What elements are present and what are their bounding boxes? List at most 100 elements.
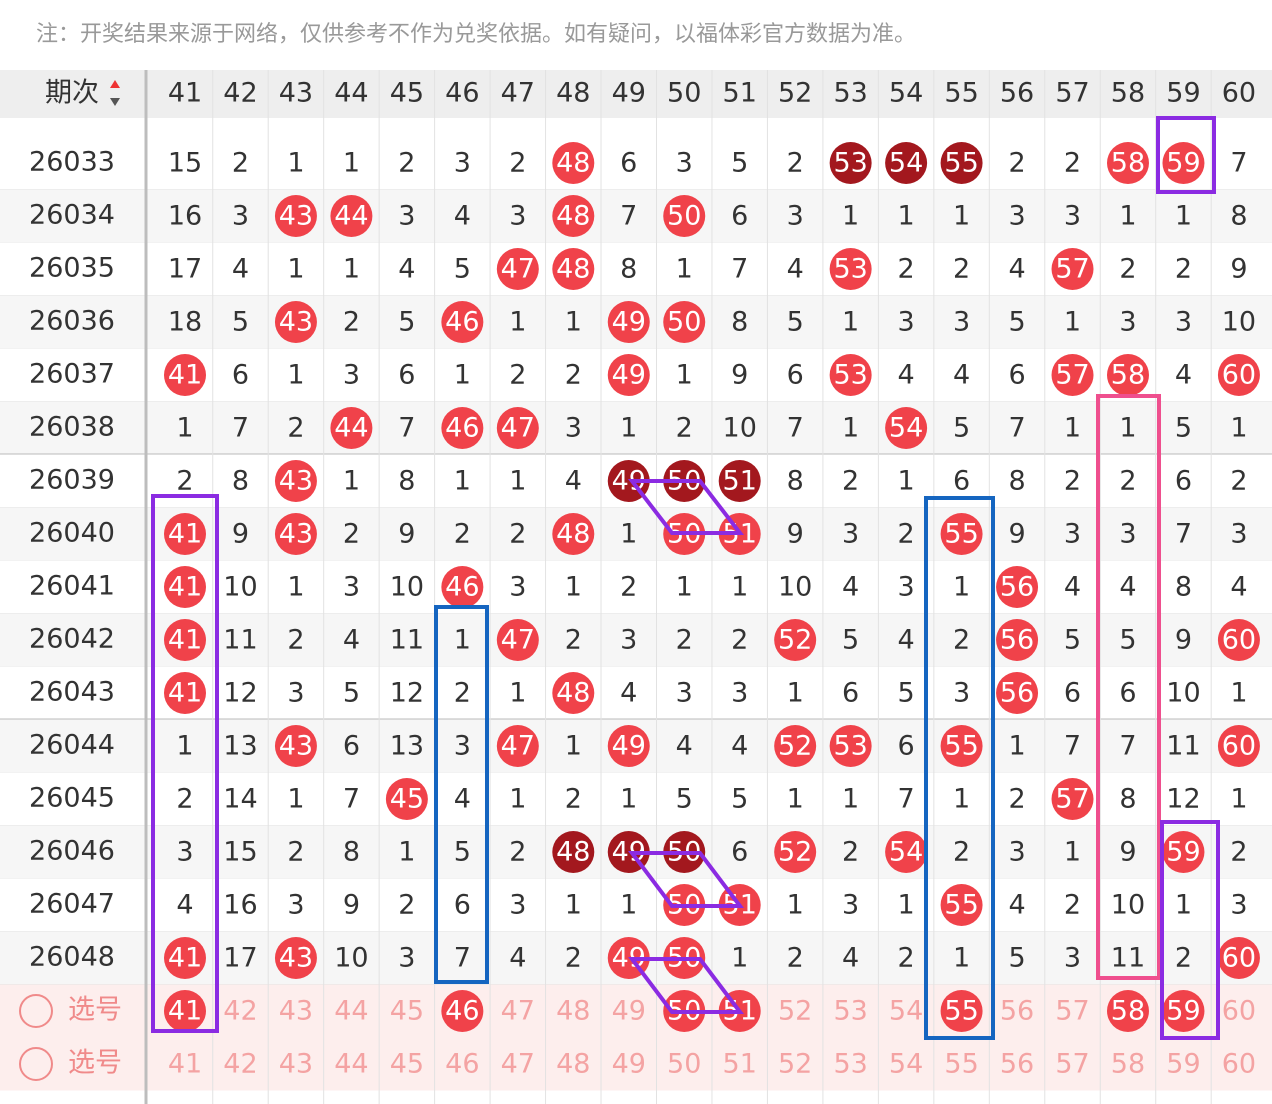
miss-count: 1 <box>676 572 693 603</box>
annotations <box>151 116 1220 1040</box>
ball <box>441 566 484 608</box>
miss-count: 3 <box>509 201 526 232</box>
pick-number[interactable]: 51 <box>723 1049 757 1080</box>
pick-number[interactable]: 45 <box>390 996 424 1027</box>
ball-number: 43 <box>279 466 313 497</box>
ball <box>940 884 983 926</box>
ball <box>164 354 206 396</box>
miss-count: 2 <box>343 307 360 338</box>
pick-number[interactable]: 56 <box>1000 996 1034 1027</box>
box <box>924 496 995 1040</box>
miss-count: 2 <box>343 519 360 550</box>
pick-number[interactable]: 55 <box>944 996 978 1027</box>
miss-count: 2 <box>1230 466 1247 497</box>
pick-ball[interactable] <box>441 990 484 1032</box>
miss-count: 10 <box>390 572 424 603</box>
pick-number[interactable]: 47 <box>501 996 535 1027</box>
ball-number: 50 <box>667 201 701 232</box>
ball <box>663 301 706 343</box>
ball <box>829 354 872 396</box>
pick-number[interactable]: 48 <box>556 996 590 1027</box>
pick-number[interactable]: 50 <box>667 1049 701 1080</box>
pick-number[interactable]: 53 <box>833 1049 867 1080</box>
pick-ball[interactable] <box>1162 990 1205 1032</box>
pick-number[interactable]: 53 <box>833 996 867 1027</box>
miss-count: 6 <box>898 731 915 762</box>
miss-count: 1 <box>398 837 415 868</box>
sort-up[interactable] <box>110 80 120 88</box>
pick-number[interactable]: 58 <box>1111 1049 1145 1080</box>
pick-number[interactable]: 57 <box>1055 1049 1089 1080</box>
pick-number[interactable]: 60 <box>1222 1049 1256 1080</box>
ball <box>496 619 539 661</box>
miss-count: 3 <box>1064 201 1081 232</box>
miss-count: 1 <box>509 784 526 815</box>
miss-count: 2 <box>1008 784 1025 815</box>
ball <box>885 831 928 873</box>
miss-count: 15 <box>168 148 202 179</box>
miss-count: 9 <box>787 519 804 550</box>
ball-number: 43 <box>279 943 313 974</box>
miss-count: 4 <box>565 466 582 497</box>
pick-number[interactable]: 42 <box>223 1049 257 1080</box>
miss-count: 3 <box>454 148 471 179</box>
header-label[interactable]: 期次 <box>45 78 99 109</box>
pick-number[interactable]: 43 <box>279 996 313 1027</box>
pick-number[interactable]: 46 <box>445 1049 479 1080</box>
miss-count: 6 <box>620 148 637 179</box>
pick-number[interactable]: 54 <box>889 1049 923 1080</box>
pick-number[interactable]: 60 <box>1222 996 1256 1027</box>
box <box>1156 116 1216 194</box>
pick-ball[interactable] <box>1106 990 1149 1032</box>
box <box>151 494 219 1033</box>
ball-number: 43 <box>279 519 313 550</box>
miss-count: 7 <box>1119 731 1136 762</box>
pick-ball[interactable] <box>164 990 206 1032</box>
miss-count: 1 <box>1008 731 1025 762</box>
ball-number: 53 <box>833 731 867 762</box>
sort-down[interactable] <box>110 98 120 106</box>
pick-ball[interactable] <box>940 990 983 1032</box>
ball-number: 47 <box>501 731 535 762</box>
pick-number[interactable]: 49 <box>612 1049 646 1080</box>
pick-number[interactable]: 46 <box>445 996 479 1027</box>
pick-number[interactable]: 48 <box>556 1049 590 1080</box>
miss-count: 10 <box>1111 890 1145 921</box>
miss-count: 2 <box>842 466 859 497</box>
pick-number[interactable]: 52 <box>778 1049 812 1080</box>
pick-number[interactable]: 55 <box>944 1049 978 1080</box>
pick-number[interactable]: 43 <box>279 1049 313 1080</box>
pick-number[interactable]: 41 <box>168 1049 202 1080</box>
pick-toggle[interactable] <box>19 1047 53 1081</box>
pick-number[interactable]: 41 <box>168 996 202 1027</box>
miss-count: 10 <box>723 413 757 444</box>
pick-number[interactable]: 59 <box>1166 996 1200 1027</box>
miss-count: 2 <box>787 148 804 179</box>
pick-number[interactable]: 47 <box>501 1049 535 1080</box>
ball <box>663 195 706 237</box>
pick-number[interactable]: 57 <box>1055 996 1089 1027</box>
miss-count: 4 <box>454 784 471 815</box>
miss-count: 16 <box>223 890 257 921</box>
pick-number[interactable]: 44 <box>334 1049 368 1080</box>
miss-count: 11 <box>223 625 257 656</box>
ball-number: 57 <box>1055 360 1089 391</box>
miss-count: 3 <box>1064 943 1081 974</box>
pick-number[interactable]: 54 <box>889 996 923 1027</box>
pick-number[interactable]: 59 <box>1166 1049 1200 1080</box>
pick-number[interactable]: 52 <box>778 996 812 1027</box>
miss-count: 9 <box>1119 837 1136 868</box>
pick-toggle[interactable] <box>19 994 53 1028</box>
pick-number[interactable]: 44 <box>334 996 368 1027</box>
pick-number[interactable]: 56 <box>1000 1049 1034 1080</box>
pick-number[interactable]: 49 <box>612 996 646 1027</box>
ball <box>829 725 872 767</box>
miss-count: 3 <box>898 572 915 603</box>
ball-number: 58 <box>1111 148 1145 179</box>
pick-number[interactable]: 45 <box>390 1049 424 1080</box>
miss-count: 5 <box>898 678 915 709</box>
pick-number[interactable]: 42 <box>223 996 257 1027</box>
pick-number[interactable]: 58 <box>1111 996 1145 1027</box>
ball <box>274 513 317 555</box>
ball <box>552 513 595 555</box>
